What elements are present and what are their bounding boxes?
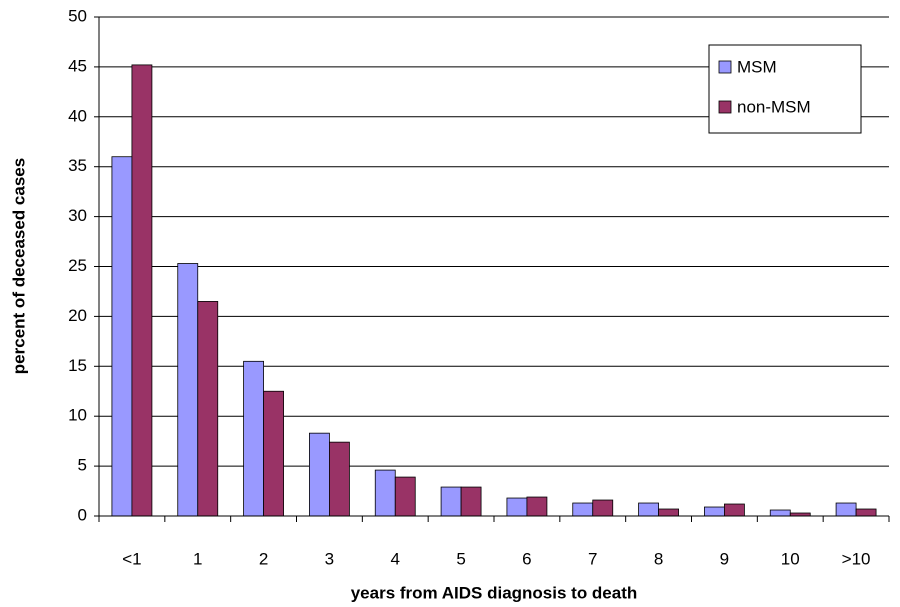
bar: [440, 486, 462, 517]
bar: [329, 441, 350, 517]
bar: [592, 499, 614, 517]
legend-label: non-MSM: [737, 97, 811, 116]
bar: [704, 506, 725, 517]
x-axis-title: years from AIDS diagnosis to death: [351, 583, 638, 602]
bar: [638, 502, 659, 517]
bar: [835, 502, 857, 517]
bar: [197, 301, 219, 517]
y-tick-label: 25: [68, 256, 87, 275]
bar: [309, 432, 330, 517]
x-tick-label: 4: [391, 549, 400, 568]
bar: [111, 156, 133, 517]
x-tick-label: 9: [720, 549, 729, 568]
bar: [855, 508, 877, 517]
y-tick-label: 30: [68, 206, 87, 225]
bar: [506, 497, 528, 517]
y-tick-label: 15: [68, 356, 87, 375]
y-tick-label: 10: [68, 406, 87, 425]
legend-swatch: [718, 100, 732, 114]
bar: [131, 64, 153, 517]
y-tick-label: 35: [68, 156, 87, 175]
y-axis-title: percent of deceased cases: [9, 158, 28, 374]
y-tick-label: 45: [68, 56, 87, 75]
bar: [658, 508, 679, 517]
x-tick-label: 2: [259, 549, 268, 568]
legend-box: [708, 44, 862, 134]
bar: [769, 509, 791, 517]
bar: [374, 469, 396, 517]
bar: [572, 502, 594, 517]
legend-label: MSM: [737, 57, 777, 76]
x-tick-label: 7: [588, 549, 597, 568]
x-tick-label: 5: [456, 549, 465, 568]
bar: [177, 263, 199, 517]
bar: [263, 390, 284, 517]
y-tick-label: 40: [68, 106, 87, 125]
y-tick-label: 50: [68, 6, 87, 25]
x-tick-label: 6: [522, 549, 531, 568]
bar: [243, 360, 264, 517]
legend-swatch: [718, 60, 732, 74]
x-tick-label: >10: [842, 549, 871, 568]
x-tick-label: 8: [654, 549, 663, 568]
bar: [394, 476, 416, 517]
bar: [526, 496, 548, 517]
y-tick-label: 0: [78, 505, 87, 524]
x-tick-label: <1: [122, 549, 141, 568]
y-tick-label: 5: [78, 456, 87, 475]
x-tick-label: 10: [781, 549, 800, 568]
x-tick-label: 1: [193, 549, 202, 568]
bar: [460, 486, 482, 517]
bar: [724, 503, 745, 517]
y-tick-label: 20: [68, 306, 87, 325]
x-tick-label: 3: [325, 549, 334, 568]
